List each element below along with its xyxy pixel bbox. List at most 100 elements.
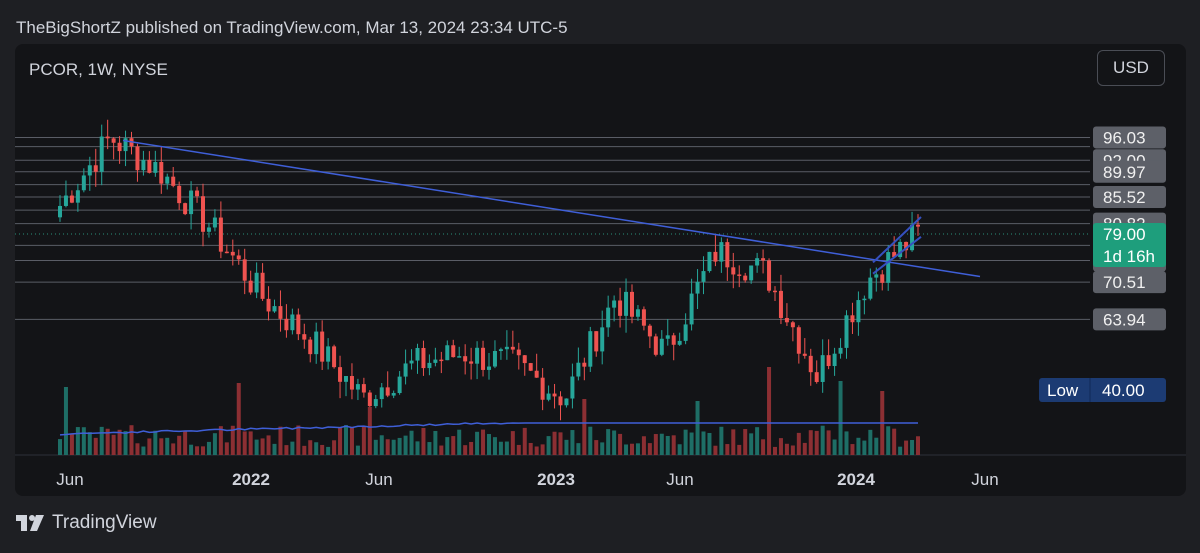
candle-body [81,175,86,191]
volume-bar [856,437,861,455]
price-level-label: 96.03 [1103,128,1146,147]
volume-bar [689,432,694,455]
candle-body [576,362,581,377]
volume-bar [773,446,777,455]
candle-body [743,275,748,281]
candle-body [320,331,325,362]
candle-body [671,335,676,345]
volume-bar [284,445,289,455]
candle-body [641,309,646,326]
volume-bar [707,432,712,455]
volume-bar [743,429,748,455]
candle-body [361,384,366,393]
candle-body [850,315,855,323]
x-tick-label: 2022 [232,470,270,489]
candle-body [475,347,480,364]
volume-bar [463,445,468,455]
volume-bar [558,432,563,455]
candle-body [552,393,557,397]
volume-bar [570,430,575,455]
price-level-label: 63.94 [1103,310,1146,329]
candle-body [808,355,813,373]
candle-body [594,331,599,352]
descending-trendline[interactable] [122,139,981,278]
candle-body [564,398,569,406]
candle-body [367,392,372,407]
currency-button[interactable]: USD [1097,50,1165,86]
volume-bar [850,444,855,455]
volume-bar [308,440,313,455]
chart-panel[interactable]: 96.0392.0089.9785.5280.8274.3370.5163.94… [15,44,1186,496]
volume-bar [338,427,343,455]
candle-body [910,224,915,251]
volume-bar [63,387,68,455]
candle-body [141,159,146,171]
volume-bar [469,441,474,455]
volume-bar [314,442,319,455]
volume-bar [659,433,664,455]
last-price-label: 79.00 [1103,225,1146,244]
volume-bar [218,426,223,455]
last-price-badge [1093,223,1166,267]
candle-body [439,359,444,362]
candle-body [713,251,718,262]
volume-bar [212,433,217,455]
volume-bar [93,437,98,455]
volume-bar [719,426,724,455]
candle-body [534,370,539,378]
candle-body [415,347,420,361]
volume-bar [355,445,360,455]
candle-body [201,196,205,232]
volume-bar [796,432,801,455]
channel-lower-line[interactable] [872,236,922,275]
candle-body [707,251,712,272]
candle-body [600,327,605,352]
volume-bar [701,431,706,455]
volume-bar [755,427,760,455]
volume-bar [481,429,486,455]
x-tick-label: Jun [56,470,83,489]
volume-bar [606,429,611,455]
volume-bar [379,435,384,455]
candle-body [719,242,724,262]
candle-body [195,190,200,197]
price-level-badge [1093,186,1166,209]
x-tick-label: 2024 [837,470,875,489]
candle-body [87,165,92,176]
volume-bar [189,444,194,455]
candle-body [397,376,402,394]
volume-bar [874,437,879,455]
volume-bar [117,429,122,455]
candle-body [153,161,158,173]
candle-body [445,345,450,361]
candle-body [701,271,706,282]
volume-bar [391,439,396,455]
candle-body [105,136,110,139]
candles [58,119,920,421]
candle-body [248,280,253,293]
volume-bar [749,433,754,455]
channel-upper-line[interactable] [872,216,922,264]
candle-body [653,336,658,355]
low-label: Low [1047,381,1079,400]
candlestick-chart[interactable]: 96.0392.0089.9785.5280.8274.3370.5163.94… [15,44,1186,496]
volume-bar [272,443,277,455]
candle-body [218,217,223,252]
volume-bar [248,431,253,455]
candle-body [69,195,74,203]
candle-body [165,176,170,184]
candle-body [695,281,700,294]
volume-bar [641,436,646,455]
volume-bar [296,425,301,455]
volume-bar [260,438,265,455]
candle-body [767,260,772,291]
volume-bar [725,444,730,455]
volume-bar [904,440,909,455]
volume-bar [522,427,527,455]
candle-body [463,356,468,362]
candle-body [820,355,825,382]
volume-bar [242,431,247,455]
candle-body [492,351,497,367]
volume-bar [320,444,325,455]
volume-bar [510,431,515,455]
